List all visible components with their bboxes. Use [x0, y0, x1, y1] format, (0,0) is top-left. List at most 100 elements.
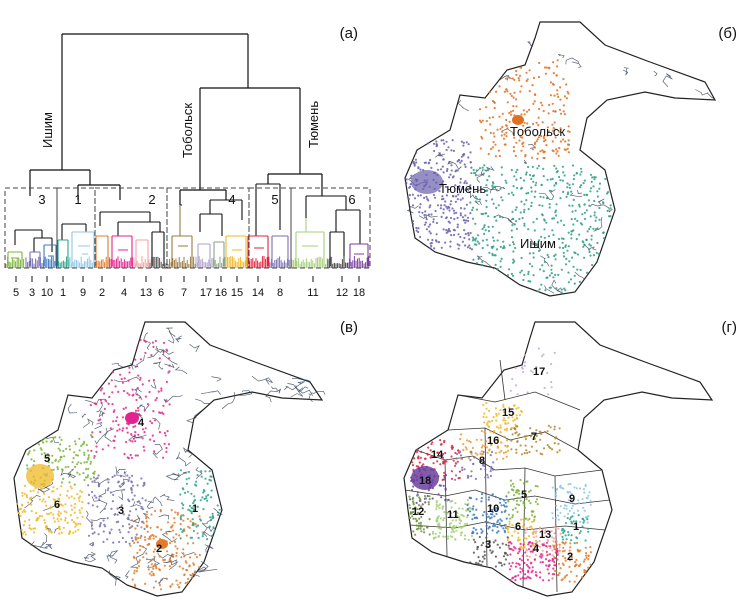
settlement-dot: [178, 534, 181, 537]
river-line: [152, 417, 161, 430]
settlement-dot: [153, 440, 156, 443]
settlement-dot: [170, 526, 173, 529]
settlement-dot: [440, 246, 443, 249]
river-line: [466, 188, 481, 201]
settlement-dot: [515, 69, 518, 73]
settlement-dot: [460, 155, 463, 158]
settlement-dot: [527, 228, 530, 231]
settlement-dot: [87, 502, 90, 505]
settlement-dot: [484, 129, 487, 132]
leaf-labels: 5 3 10 1 9 2 4 13 6 7 17 16 15 14 8 11 1…: [13, 287, 365, 299]
settlement-dot: [548, 189, 552, 192]
settlement-dot: [466, 522, 469, 525]
settlement-dot: [124, 406, 127, 409]
settlement-dot: [583, 179, 586, 182]
settlement-dot: [560, 268, 563, 271]
map-three-clusters-panel: (б) Тобольск Тюмень Ишим: [375, 0, 750, 300]
settlement-dot: [532, 102, 535, 105]
settlement-dot: [481, 166, 484, 169]
settlement-dot: [181, 507, 184, 510]
settlement-dot: [131, 578, 134, 581]
settlement-dot: [95, 496, 98, 499]
settlement-dot: [456, 512, 459, 515]
settlement-dot: [444, 535, 447, 538]
settlement-dot: [518, 538, 521, 541]
settlement-dot: [531, 156, 534, 159]
settlement-dot: [45, 440, 48, 443]
settlement-dot: [512, 250, 515, 253]
settlement-dot: [528, 262, 531, 265]
settlement-dot: [500, 441, 503, 444]
settlement-dot: [558, 246, 561, 249]
river-line: [189, 343, 200, 352]
settlement-dot: [584, 546, 587, 549]
settlement-dot: [147, 537, 150, 540]
settlement-dot: [559, 532, 562, 535]
settlement-dot: [436, 451, 439, 454]
settlement-dot: [112, 420, 115, 423]
settlement-dot: [570, 520, 573, 523]
settlement-dot: [424, 210, 427, 213]
settlement-dot: [180, 502, 184, 505]
river-line: [175, 452, 192, 467]
settlement-dot: [445, 460, 448, 463]
leaf-label: 11: [307, 287, 318, 299]
settlement-dot: [526, 575, 529, 578]
settlement-dot: [594, 219, 597, 222]
settlement-dot: [513, 175, 516, 178]
settlement-dot: [450, 506, 453, 509]
settlement-dot: [421, 211, 424, 214]
settlement-dot: [408, 504, 411, 507]
settlement-dot: [570, 230, 573, 233]
settlement-dot: [531, 165, 534, 168]
settlement-dot: [133, 494, 136, 497]
settlement-dot: [470, 451, 473, 454]
settlement-dot: [429, 223, 432, 226]
settlement-dot: [592, 185, 595, 188]
settlement-dot: [138, 559, 141, 562]
settlement-dot: [558, 146, 561, 150]
cluster-number: 1: [573, 521, 579, 533]
river-line: [290, 386, 309, 398]
settlement-dot: [448, 209, 451, 212]
settlement-dot: [135, 533, 138, 536]
river-line: [662, 73, 673, 88]
settlement-dot: [52, 513, 55, 516]
river-line: [166, 327, 176, 338]
settlement-dot: [71, 461, 74, 464]
settlement-dot: [188, 477, 191, 480]
settlement-dot: [537, 75, 540, 79]
settlement-dot: [407, 197, 410, 201]
settlement-dot: [49, 511, 53, 514]
settlement-dot: [587, 199, 590, 202]
settlement-dot: [128, 514, 131, 517]
settlement-dot: [472, 238, 476, 241]
settlement-dot: [533, 558, 536, 561]
settlement-dot: [485, 416, 488, 419]
settlement-dot: [491, 529, 494, 532]
settlement-dot: [572, 520, 575, 523]
settlement-dot: [505, 124, 508, 127]
settlement-dot: [515, 206, 518, 209]
settlement-dot: [103, 407, 106, 410]
settlement-dot: [519, 570, 522, 574]
settlement-dot: [449, 245, 452, 248]
settlement-dot: [419, 235, 422, 239]
settlement-dot: [491, 419, 494, 423]
settlement-dot: [502, 457, 505, 460]
settlement-dot: [162, 350, 165, 353]
settlement-dot: [182, 514, 185, 517]
settlement-dot: [168, 364, 171, 367]
settlement-dot: [465, 141, 468, 144]
settlement-dot: [462, 443, 465, 446]
settlement-dot: [522, 521, 525, 524]
settlement-dot: [515, 384, 518, 387]
settlement-dot: [492, 461, 495, 464]
settlement-dot: [566, 147, 569, 150]
settlement-dot: [568, 549, 571, 552]
settlement-dot: [587, 530, 590, 533]
settlement-dot: [95, 445, 98, 448]
settlement-dot: [548, 206, 551, 209]
settlement-dot: [557, 514, 560, 517]
settlement-dot: [415, 161, 418, 164]
